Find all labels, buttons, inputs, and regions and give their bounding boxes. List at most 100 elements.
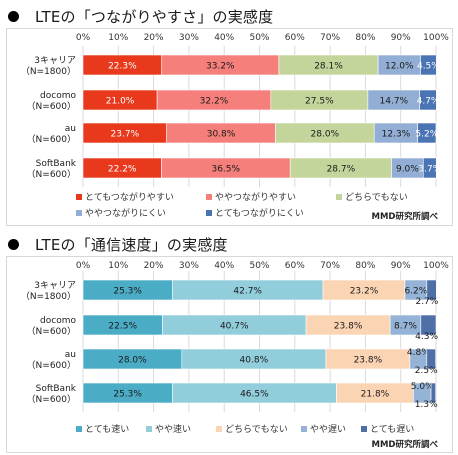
speed-legend-item: やや速い [146, 422, 191, 435]
connectivity-category-label: （N=600） [27, 134, 76, 145]
connectivity-legend-item: ややつながりやすい [206, 190, 296, 203]
connectivity-legend-swatch [336, 193, 342, 200]
speed-data-label: 21.8% [361, 390, 390, 400]
connectivity-x-tick-label: 10% [108, 33, 128, 43]
connectivity-x-tick-label: 50% [249, 33, 269, 43]
connectivity-category-label: docomo [40, 91, 76, 101]
speed-data-label: 25.3% [113, 390, 142, 400]
speed-data-label: 2.5% [415, 366, 438, 376]
connectivity-chart-panel: LTEの「つながりやすさ」の実感度 0% 10% 20% 30% 40% 50% 60% 70… [6, 7, 453, 226]
connectivity-data-label: 30.8% [207, 130, 236, 140]
connectivity-legend-label: ややつながりにくい [85, 209, 166, 219]
speed-data-label: 40.8% [240, 356, 269, 366]
speed-x-tick-label: 80% [355, 261, 375, 271]
speed-bar-segment [430, 382, 436, 404]
connectivity-legend-swatch [76, 193, 82, 200]
connectivity-data-label: 4.5% [417, 62, 440, 72]
speed-bar-segment [420, 314, 437, 336]
connectivity-data-label: 36.5% [211, 165, 240, 175]
connectivity-legend-label: とてもつながりやすい [85, 193, 174, 203]
connectivity-data-label: 5.2% [415, 130, 438, 140]
speed-chart-panel: LTEの「通信速度」の実感度 0% 10% 20% 30% 40% 50% 60% 70% 80… [0, 228, 458, 455]
connectivity-x-tick-label: 30% [179, 33, 199, 43]
speed-data-label: 8.7% [394, 322, 417, 332]
speed-legend-label: どちらでもない [225, 425, 288, 435]
connectivity-data-label: 27.5% [305, 97, 334, 107]
connectivity-data-label: 33.2% [206, 62, 235, 72]
connectivity-category-label: SoftBank [36, 159, 77, 169]
connectivity-stacked-bar-chart: 0% 10% 20% 30% 40% 50% 60% 70% 80% 90% 100%3キャリア（N… [21, 33, 449, 187]
connectivity-category-label: （N=600） [27, 101, 76, 112]
connectivity-legend: とてもつながりやすい ややつながりやすい どちらでもないややつながりにくい とてもつな… [76, 190, 446, 220]
speed-category-label: 3キャリア [34, 281, 76, 291]
speed-legend-label: やや速い [155, 425, 192, 435]
speed-data-label: 5.0% [411, 382, 434, 392]
speed-bar-segment [426, 348, 436, 370]
connectivity-bar-segment [420, 54, 437, 76]
connectivity-legend-label: ややつながりやすい [215, 193, 297, 203]
speed-data-label: 4.8% [407, 348, 430, 358]
speed-legend-swatch [146, 425, 152, 432]
speed-data-label: 1.3% [415, 400, 438, 410]
connectivity-x-tick-label: 0% [76, 33, 91, 43]
connectivity-x-tick-label: 90% [391, 33, 411, 43]
connectivity-bar-segment [422, 157, 437, 179]
connectivity-x-tick-label: 20% [144, 33, 164, 43]
speed-category-label: （N=600） [27, 360, 76, 371]
connectivity-data-label: 4.7% [417, 97, 440, 107]
speed-data-label: 25.3% [113, 287, 142, 297]
speed-data-label: 42.7% [233, 287, 262, 297]
connectivity-data-label: 28.7% [327, 165, 356, 175]
speed-legend-label: やや遅い [310, 425, 347, 435]
connectivity-legend-item: とてもつながりやすい [76, 190, 174, 203]
connectivity-category-label: 3キャリア [34, 56, 76, 66]
bullet-icon [8, 238, 19, 250]
connectivity-data-label: 22.2% [108, 165, 137, 175]
connectivity-data-label: 28.0% [311, 130, 340, 140]
speed-data-label: 28.0% [118, 356, 147, 366]
speed-data-label: 23.8% [334, 322, 363, 332]
connectivity-category-label: au [65, 124, 76, 134]
speed-data-label: 22.5% [108, 322, 137, 332]
speed-legend: とても速い やや速い どちらでもない やや遅い とても遅い [76, 422, 446, 438]
speed-x-tick-label: 50% [249, 261, 269, 271]
connectivity-data-label: 21.0% [106, 97, 135, 107]
speed-data-label: 23.8% [354, 356, 383, 366]
speed-category-label: docomo [40, 316, 76, 326]
speed-x-tick-label: 10% [108, 261, 128, 271]
speed-legend-item: やや遅い [301, 422, 346, 435]
connectivity-bar-segment [417, 122, 437, 144]
speed-data-label: 40.7% [220, 322, 249, 332]
speed-x-tick-label: 60% [285, 261, 305, 271]
speed-x-tick-label: 90% [391, 261, 411, 271]
speed-legend-swatch [301, 425, 307, 432]
connectivity-x-tick-label: 40% [214, 33, 234, 43]
connectivity-bar-segment [419, 89, 437, 111]
speed-legend-label: とても遅い [370, 425, 415, 435]
connectivity-legend-swatch [76, 209, 82, 216]
connectivity-data-label: 23.7% [111, 130, 140, 140]
connectivity-chart-title: LTEの「つながりやすさ」の実感度 [35, 7, 274, 26]
connectivity-legend-item: ややつながりにくい [76, 206, 166, 219]
connectivity-data-label: 28.1% [314, 62, 343, 72]
connectivity-legend-item: どちらでもない [336, 190, 408, 203]
speed-legend-swatch [216, 425, 222, 432]
connectivity-x-tick-label: 70% [320, 33, 340, 43]
connectivity-x-tick-label: 100% [423, 33, 449, 43]
speed-x-tick-label: 20% [144, 261, 164, 271]
speed-category-label: au [65, 350, 76, 360]
connectivity-legend-label: とてもつながりにくい [215, 209, 304, 219]
speed-legend-swatch [361, 425, 367, 432]
connectivity-x-tick-label: 80% [355, 33, 375, 43]
bullet-icon [8, 10, 19, 22]
connectivity-data-label: 22.3% [108, 62, 137, 72]
connectivity-legend-swatch [206, 209, 212, 216]
connectivity-source-note: MMD研究所調べ [371, 212, 438, 222]
speed-x-tick-label: 100% [423, 261, 449, 271]
speed-legend-label: とても速い [85, 425, 130, 435]
speed-category-label: （N=600） [27, 326, 76, 337]
speed-data-label: 2.7% [415, 297, 438, 307]
speed-legend-item: とても速い [76, 422, 129, 435]
connectivity-data-label: 12.0% [385, 62, 414, 72]
connectivity-data-label: 12.3% [382, 130, 411, 140]
